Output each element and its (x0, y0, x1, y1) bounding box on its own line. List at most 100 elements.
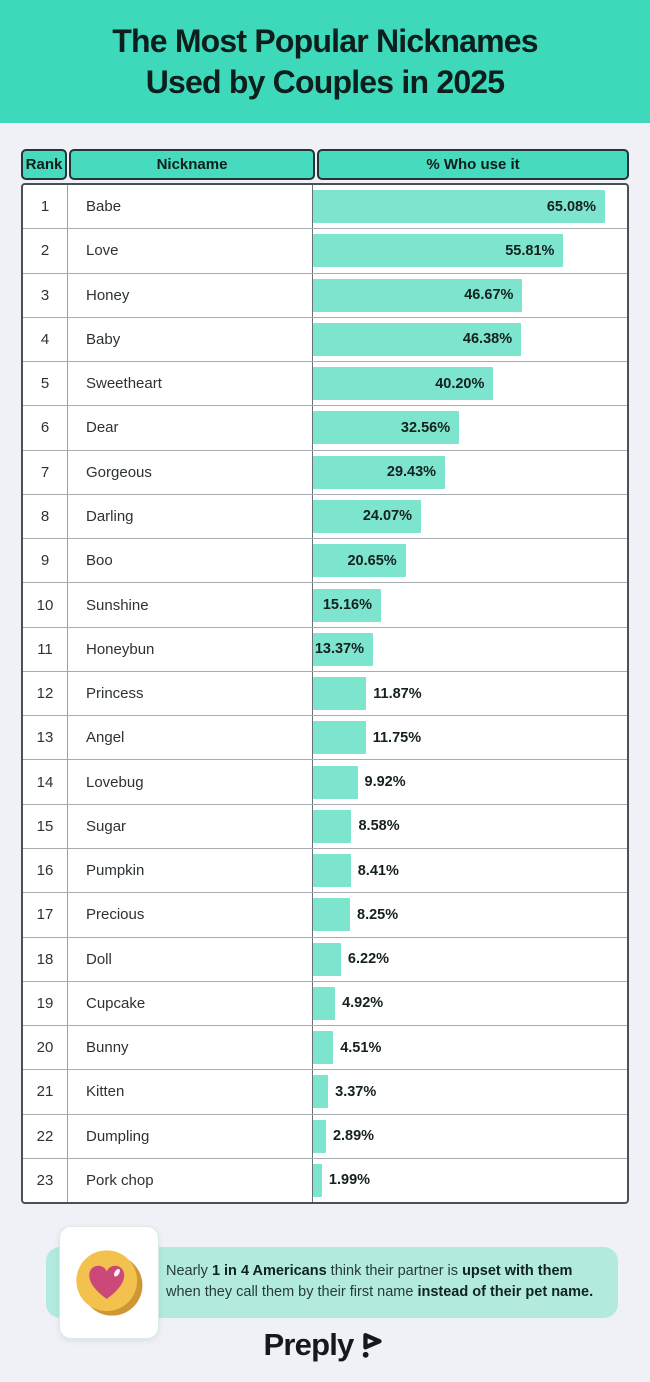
brand-footer: Preply (0, 1328, 650, 1362)
nickname-table: Rank Nickname % Who use it 1 Babe 65.08% 2 L… (21, 149, 629, 1204)
rank-cell: 3 (23, 273, 68, 317)
rank-cell: 5 (23, 362, 68, 406)
bar-cell: 8.58% (313, 805, 627, 848)
table-row: 22 Dumpling 2.89% (23, 1113, 627, 1158)
nickname-cell: Bunny (68, 1026, 313, 1070)
rank-cell: 12 (23, 671, 68, 716)
table-row: 23 Pork chop 1.99% (23, 1157, 627, 1203)
value-label: 4.92% (342, 995, 384, 1012)
rank-cell: 18 (23, 937, 68, 981)
rank-cell: 21 (23, 1070, 68, 1114)
nickname-cell: Sweetheart (68, 362, 313, 406)
table-row: 13 Angel 11.75% (23, 715, 627, 760)
bar: 46.38% (313, 322, 522, 356)
table-row: 3 Honey 46.67% (23, 272, 627, 317)
table-row: 1 Babe 65.08% (23, 185, 627, 229)
bar-cell: 2.89% (313, 1115, 627, 1158)
rank-cell: 17 (23, 893, 68, 937)
page-title-line1: The Most Popular Nicknames (112, 22, 538, 59)
bar (313, 1119, 326, 1153)
bar-cell: 29.43% (313, 451, 627, 494)
value-label: 9.92% (364, 774, 406, 791)
bar-cell: 40.20% (313, 362, 627, 405)
preply-logo-icon (363, 1333, 383, 1358)
bar: 40.20% (313, 367, 494, 401)
bar (313, 1075, 329, 1109)
bar-cell: 8.41% (313, 849, 627, 892)
nickname-cell: Love (68, 229, 313, 273)
column-header-nickname: Nickname (69, 149, 315, 180)
column-header-rank: Rank (21, 149, 67, 180)
table-row: 5 Sweetheart 40.20% (23, 361, 627, 406)
nickname-cell: Honeybun (68, 627, 313, 671)
value-label: 40.20% (435, 375, 485, 392)
nickname-cell: Doll (68, 937, 313, 981)
bar-cell: 55.81% (313, 229, 627, 272)
nickname-cell: Darling (68, 494, 313, 539)
bar: 24.07% (313, 499, 422, 533)
table-row: 9 Boo 20.65% (23, 538, 627, 583)
table-row: 6 Dear 32.56% (23, 405, 627, 450)
rank-cell: 8 (23, 494, 68, 539)
value-label: 15.16% (322, 597, 372, 614)
bar: 20.65% (313, 544, 406, 578)
heart-coin-card (59, 1226, 159, 1339)
rank-cell: 1 (23, 185, 68, 229)
value-label: 3.37% (335, 1083, 377, 1100)
bar-cell: 11.75% (313, 716, 627, 759)
value-label: 8.58% (358, 818, 400, 835)
table-row: 17 Precious 8.25% (23, 892, 627, 937)
table-row: 19 Cupcake 4.92% (23, 980, 627, 1026)
bar-cell: 65.08% (313, 185, 627, 228)
bar (313, 765, 358, 799)
table-row: 18 Doll 6.22% (23, 936, 627, 981)
value-label: 20.65% (347, 552, 397, 569)
header-banner: The Most Popular Nicknames Used by Couple… (0, 0, 650, 123)
rank-cell: 14 (23, 760, 68, 804)
nickname-cell: Pork chop (68, 1158, 313, 1203)
bar-cell: 13.37% (313, 628, 627, 671)
bar (313, 854, 351, 888)
rank-cell: 19 (23, 981, 68, 1026)
bar-cell: 11.87% (313, 672, 627, 715)
value-label: 2.89% (332, 1128, 375, 1145)
nickname-cell: Pumpkin (68, 848, 313, 893)
rank-cell: 9 (23, 539, 68, 583)
bar-cell: 46.38% (313, 318, 627, 361)
value-label: 29.43% (386, 464, 437, 481)
value-label: 55.81% (505, 242, 555, 259)
rank-cell: 23 (23, 1158, 68, 1203)
value-label: 11.75% (372, 729, 422, 746)
nickname-cell: Lovebug (68, 760, 313, 804)
bar-cell: 8.25% (313, 893, 627, 936)
rank-cell: 4 (23, 317, 68, 362)
table-row: 8 Darling 24.07% (23, 493, 627, 539)
bar-cell: 1.99% (313, 1159, 627, 1202)
bar (313, 809, 352, 843)
bar: 32.56% (313, 411, 460, 445)
bar-cell: 15.16% (313, 583, 627, 626)
value-label: 4.51% (340, 1039, 382, 1056)
table-row: 4 Baby 46.38% (23, 316, 627, 362)
value-label: 8.41% (357, 862, 399, 879)
table-row: 12 Princess 11.87% (23, 670, 627, 716)
nickname-cell: Dear (68, 406, 313, 450)
bar (313, 1163, 322, 1197)
value-label: 13.37% (314, 641, 364, 658)
rank-cell: 2 (23, 229, 68, 273)
bar (313, 898, 351, 932)
nickname-cell: Sunshine (68, 583, 313, 627)
bar (313, 942, 341, 976)
table-row: 7 Gorgeous 29.43% (23, 449, 627, 494)
bar (313, 1031, 334, 1065)
nickname-cell: Cupcake (68, 981, 313, 1026)
nickname-cell: Baby (68, 317, 313, 362)
bar-cell: 24.07% (313, 495, 627, 538)
value-label: 1.99% (328, 1172, 371, 1189)
nickname-cell: Babe (68, 185, 313, 229)
bar (313, 677, 367, 711)
brand-wordmark: Preply (263, 1327, 355, 1362)
table-row: 14 Lovebug 9.92% (23, 759, 627, 804)
bar (313, 986, 336, 1020)
